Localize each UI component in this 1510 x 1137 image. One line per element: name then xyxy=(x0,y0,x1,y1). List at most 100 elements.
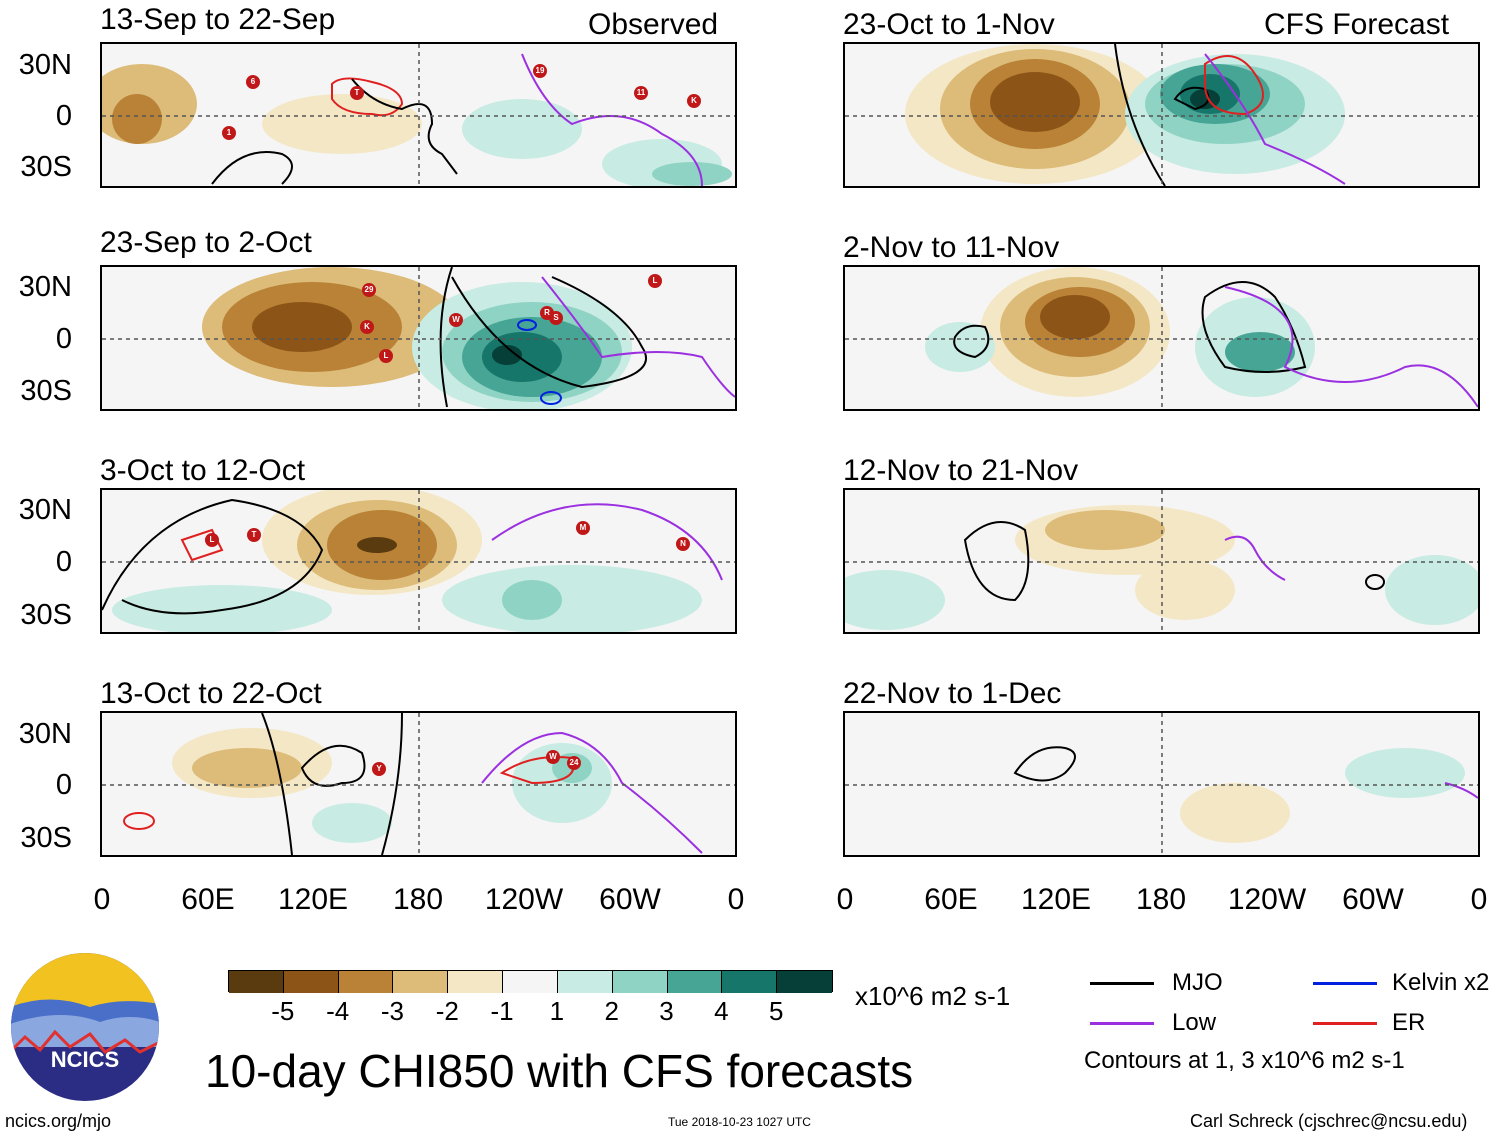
map-svg xyxy=(102,44,735,186)
map-panel-forecast-4 xyxy=(843,711,1480,857)
storm-marker: W xyxy=(546,750,560,764)
lon-label: 60W xyxy=(1342,883,1404,916)
colorbar-cell xyxy=(777,971,832,993)
legend-label-low: Low xyxy=(1172,1009,1217,1036)
lon-label: 60E xyxy=(181,883,235,916)
storm-marker: M xyxy=(576,521,590,535)
legend-line-kelvin xyxy=(1313,982,1377,985)
map-svg xyxy=(845,713,1478,855)
storm-marker: 1 xyxy=(222,126,236,140)
contours-note: Contours at 1, 3 x10^6 m2 s-1 xyxy=(1084,1047,1405,1074)
panel-title: 13-Sep to 22-Sep xyxy=(100,3,336,36)
legend-label-kelvin: Kelvin x2 xyxy=(1392,969,1490,996)
panel-title: 13-Oct to 22-Oct xyxy=(100,677,322,710)
lat-label: 30S xyxy=(20,151,72,183)
colorbar-cell xyxy=(229,971,284,993)
colorbar-tick-label: 5 xyxy=(768,996,784,1026)
map-svg xyxy=(102,267,735,409)
storm-marker: N xyxy=(676,537,690,551)
colorbar-cell xyxy=(612,971,668,993)
colorbar-units: x10^6 m2 s-1 xyxy=(855,981,1011,1011)
storm-marker: L xyxy=(648,274,662,288)
colorbar-cell xyxy=(557,971,613,993)
storm-marker: K xyxy=(360,320,374,334)
colorbar-tick-label: -1 xyxy=(490,996,514,1026)
legend-line-low xyxy=(1090,1022,1154,1025)
footer-timestamp: Tue 2018-10-23 1027 UTC xyxy=(668,1115,811,1129)
storm-marker: 19 xyxy=(533,64,547,78)
colorbar-tick-label: -5 xyxy=(271,996,295,1026)
storm-marker: S xyxy=(549,311,563,325)
map-panel-forecast-3 xyxy=(843,488,1480,634)
colorbar-tick-label: 1 xyxy=(549,996,565,1026)
lon-label: 0 xyxy=(727,883,745,916)
legend-label-er: ER xyxy=(1392,1009,1426,1036)
map-panel-forecast-1 xyxy=(843,42,1480,188)
colorbar-tick-label: 3 xyxy=(659,996,674,1026)
map-svg xyxy=(845,267,1478,409)
map-panel-observed-1 xyxy=(100,42,737,188)
storm-marker: L xyxy=(205,533,219,547)
storm-marker: T xyxy=(350,86,364,100)
colorbar-tick-label: 4 xyxy=(714,996,729,1026)
lat-label: 30N xyxy=(18,494,72,526)
panel-title: 2-Nov to 11-Nov xyxy=(843,231,1060,264)
storm-marker: 24 xyxy=(567,756,581,770)
forecast-header: CFS Forecast xyxy=(1264,8,1450,41)
colorbar-tick-label: -3 xyxy=(380,996,405,1026)
colorbar-tick-label: -4 xyxy=(326,996,350,1026)
lat-label: 30N xyxy=(18,49,72,81)
lon-label: 120W xyxy=(484,883,564,916)
lat-label: 30N xyxy=(18,718,72,750)
map-panel-observed-4 xyxy=(100,711,737,857)
panel-title: 23-Sep to 2-Oct xyxy=(100,226,312,259)
panel-title: 12-Nov to 21-Nov xyxy=(843,454,1079,487)
colorbar-tick-label: 2 xyxy=(604,996,619,1026)
colorbar-cell xyxy=(503,971,558,993)
storm-marker: K xyxy=(687,94,701,108)
lat-label: 30S xyxy=(20,375,72,407)
storm-marker: L xyxy=(379,349,393,363)
map-panel-forecast-2 xyxy=(843,265,1480,411)
lon-label: 180 xyxy=(1135,883,1187,916)
storm-marker: 29 xyxy=(362,283,376,297)
lat-label: 0 xyxy=(55,100,72,132)
map-svg xyxy=(102,490,735,632)
map-svg xyxy=(845,44,1478,186)
legend-line-mjo xyxy=(1090,982,1154,985)
panel-title: 22-Nov to 1-Dec xyxy=(843,677,1062,710)
map-panel-observed-2 xyxy=(100,265,737,411)
panel-title: 23-Oct to 1-Nov xyxy=(843,8,1055,41)
map-svg xyxy=(845,490,1478,632)
footer-url: ncics.org/mjo xyxy=(5,1111,112,1131)
storm-marker: Y xyxy=(372,762,386,776)
storm-marker: W xyxy=(449,313,463,327)
lat-label: 0 xyxy=(55,546,72,578)
footer-author: Carl Schreck (cjschrec@ncsu.edu) xyxy=(1190,1111,1468,1131)
observed-header: Observed xyxy=(588,8,719,41)
lon-label: 60W xyxy=(599,883,661,916)
lon-label: 120E xyxy=(277,883,349,916)
main-title: 10-day CHI850 with CFS forecasts xyxy=(205,1045,914,1097)
legend-label-mjo: MJO xyxy=(1172,969,1223,996)
storm-marker: 11 xyxy=(634,86,648,100)
colorbar-cell xyxy=(283,971,339,993)
storm-marker: T xyxy=(247,528,261,542)
colorbar xyxy=(228,970,833,993)
map-panel-observed-3 xyxy=(100,488,737,634)
storm-marker: 6 xyxy=(246,75,260,89)
ncics-logo: NCICS xyxy=(10,952,160,1102)
colorbar-cell xyxy=(393,971,449,993)
lat-label: 30N xyxy=(18,271,72,303)
lat-label: 30S xyxy=(20,822,72,854)
colorbar-cell xyxy=(667,971,723,993)
panel-title: 3-Oct to 12-Oct xyxy=(100,454,306,487)
logo-text: NCICS xyxy=(51,1047,119,1072)
lon-label: 180 xyxy=(392,883,444,916)
lon-label: 60E xyxy=(924,883,978,916)
lon-label: 0 xyxy=(836,883,854,916)
lat-label: 0 xyxy=(55,769,72,801)
legend-line-er xyxy=(1313,1022,1377,1025)
lat-label: 30S xyxy=(20,599,72,631)
colorbar-cell xyxy=(338,971,394,993)
